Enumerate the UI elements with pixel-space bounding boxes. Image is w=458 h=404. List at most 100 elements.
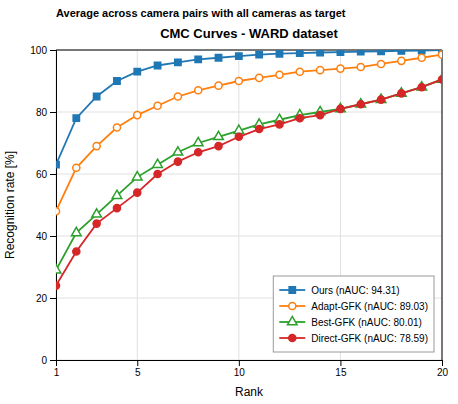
grid-line: [56, 112, 442, 113]
legend-label: Adapt-GFK (nAUC: 89.03): [311, 301, 428, 312]
marker: [175, 59, 181, 65]
marker: [235, 133, 242, 140]
marker: [438, 76, 442, 83]
legend-label: Best-GFK (nAUC: 80.01): [311, 317, 422, 328]
tick-mark: [50, 298, 56, 299]
tick-mark: [50, 50, 56, 51]
marker: [317, 112, 324, 119]
tick: 100: [30, 45, 56, 56]
tick: 15: [335, 360, 347, 378]
marker: [376, 94, 386, 102]
tick: 40: [36, 231, 56, 242]
marker: [56, 265, 61, 273]
marker: [134, 112, 141, 119]
subtitle: Average across camera pairs with all cam…: [56, 7, 346, 19]
series: [56, 50, 442, 168]
marker: [296, 115, 303, 122]
series: [56, 76, 442, 289]
marker: [317, 50, 323, 56]
marker: [438, 51, 442, 58]
marker: [357, 63, 364, 70]
marker: [296, 68, 303, 75]
marker: [215, 55, 221, 61]
marker: [398, 57, 405, 64]
tick-mark: [50, 360, 56, 361]
marker: [336, 103, 346, 111]
marker: [134, 189, 141, 196]
tick-label: 5: [135, 367, 141, 378]
tick-label: 80: [36, 107, 48, 118]
marker: [214, 131, 224, 139]
tick-mark: [50, 112, 56, 113]
marker: [337, 105, 344, 112]
legend-label: Ours (nAUC: 94.31): [311, 285, 399, 296]
marker: [398, 90, 405, 97]
tick-label: 10: [234, 367, 246, 378]
tick-label: 1: [54, 367, 60, 378]
marker: [276, 121, 283, 128]
tick-label: 0: [41, 355, 47, 366]
frame-line: [442, 50, 443, 360]
series: [56, 74, 442, 273]
marker: [93, 220, 100, 227]
marker: [256, 51, 262, 57]
tick: 80: [36, 107, 56, 118]
marker: [92, 209, 102, 217]
tick: 20: [437, 360, 449, 378]
marker: [235, 77, 242, 84]
marker: [276, 51, 282, 57]
chart: 15101520020406080100Ours (nAUC: 94.31)Ad…: [0, 0, 458, 404]
marker: [132, 172, 142, 180]
marker: [297, 50, 303, 56]
marker: [215, 82, 222, 89]
grid-line: [238, 50, 239, 360]
tick: 1: [54, 360, 60, 378]
plot: 15101520020406080100Ours (nAUC: 94.31)Ad…: [30, 45, 448, 378]
marker: [195, 87, 202, 94]
marker: [154, 62, 160, 68]
marker: [356, 99, 366, 107]
marker: [154, 170, 161, 177]
marker: [56, 162, 59, 168]
tick-mark: [50, 236, 56, 237]
grid-line: [442, 50, 443, 360]
marker: [56, 208, 60, 215]
title: CMC Curves - WARD dataset: [160, 26, 338, 41]
legend-marker: [289, 302, 296, 309]
legend-box: [273, 276, 434, 352]
axis-line: [57, 361, 443, 367]
y-axis-title: Recognition rate [%]: [3, 151, 17, 259]
marker: [398, 50, 404, 54]
marker: [377, 60, 384, 67]
x-axis: 15101520: [54, 360, 449, 378]
marker: [114, 78, 120, 84]
marker: [154, 102, 161, 109]
marker: [113, 124, 120, 131]
marker: [153, 159, 163, 167]
tick-mark: [239, 360, 240, 366]
tick-mark: [340, 360, 341, 366]
marker: [256, 74, 263, 81]
tick-mark: [137, 360, 138, 366]
marker: [195, 149, 202, 156]
tick-label: 60: [36, 169, 48, 180]
marker: [195, 56, 201, 62]
marker: [113, 205, 120, 212]
marker: [174, 158, 181, 165]
series-line: [56, 50, 442, 165]
tick-mark: [442, 360, 443, 366]
x-axis-title: Rank: [235, 385, 264, 399]
marker: [378, 50, 384, 54]
legend-item: Direct-GFK (nAUC: 78.59): [279, 333, 428, 344]
legend-marker: [289, 287, 295, 293]
marker: [337, 50, 343, 55]
tick: 0: [41, 355, 56, 366]
marker: [276, 71, 283, 78]
tick-label: 20: [36, 293, 48, 304]
tick-label: 20: [437, 367, 449, 378]
marker: [72, 227, 82, 235]
legend-marker: [287, 316, 297, 324]
marker: [418, 84, 425, 91]
marker: [73, 164, 80, 171]
marker: [397, 88, 407, 96]
